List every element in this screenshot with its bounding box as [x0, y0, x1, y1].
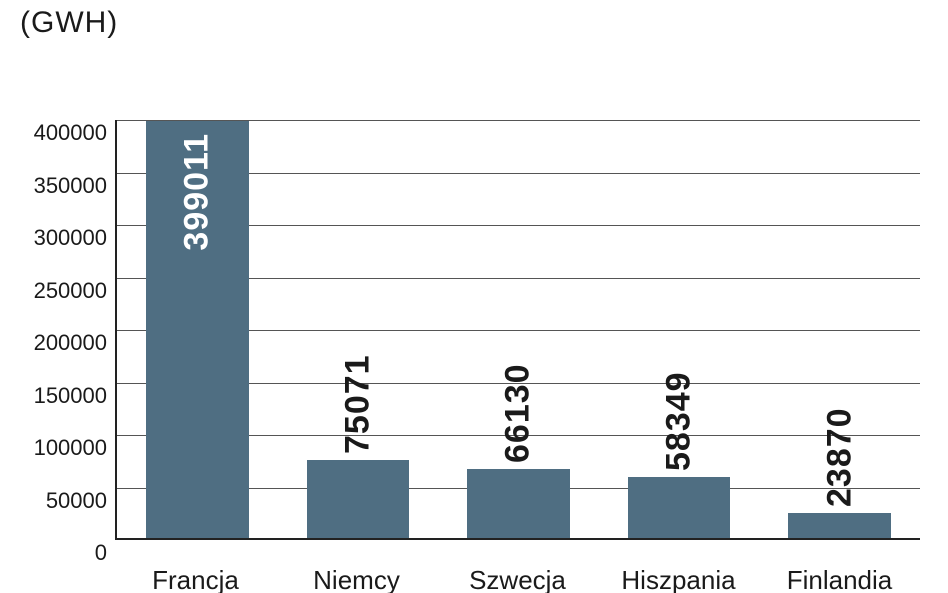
bar-value-label: 399011 — [178, 133, 217, 251]
bar-slot: 75071 — [278, 120, 439, 538]
bar-finlandia: 23870 — [788, 513, 891, 538]
bar-value-label: 58349 — [660, 371, 699, 471]
x-label: Szwecja — [437, 565, 598, 593]
chart-title: (GWH) — [20, 6, 118, 40]
bar-niemcy: 75071 — [307, 460, 410, 538]
chart: 0 50000 100000 150000 200000 250000 3000… — [20, 120, 920, 590]
bar-francja: 399011 — [146, 121, 249, 538]
x-label: Finlandia — [759, 565, 920, 593]
x-label: Hiszpania — [598, 565, 759, 593]
page: (GWH) 0 50000 100000 150000 200000 25000… — [0, 0, 948, 593]
bar-hiszpania: 58349 — [628, 477, 731, 538]
bar-value-label: 23870 — [820, 408, 859, 508]
bar-slot: 58349 — [599, 120, 760, 538]
bar-value-label: 75071 — [338, 354, 377, 454]
x-label: Niemcy — [276, 565, 437, 593]
bar-szwecja: 66130 — [467, 469, 570, 538]
bar-slot: 399011 — [117, 120, 278, 538]
x-label: Francja — [115, 565, 276, 593]
bar-slot: 66130 — [438, 120, 599, 538]
y-axis: 0 50000 100000 150000 200000 250000 3000… — [20, 120, 115, 540]
bars-container: 399011 75071 66130 58349 — [117, 120, 920, 538]
bar-slot: 23870 — [759, 120, 920, 538]
plot-area: 399011 75071 66130 58349 — [115, 120, 920, 540]
x-axis-labels: Francja Niemcy Szwecja Hiszpania Finland… — [115, 551, 920, 593]
bar-value-label: 66130 — [499, 363, 538, 463]
